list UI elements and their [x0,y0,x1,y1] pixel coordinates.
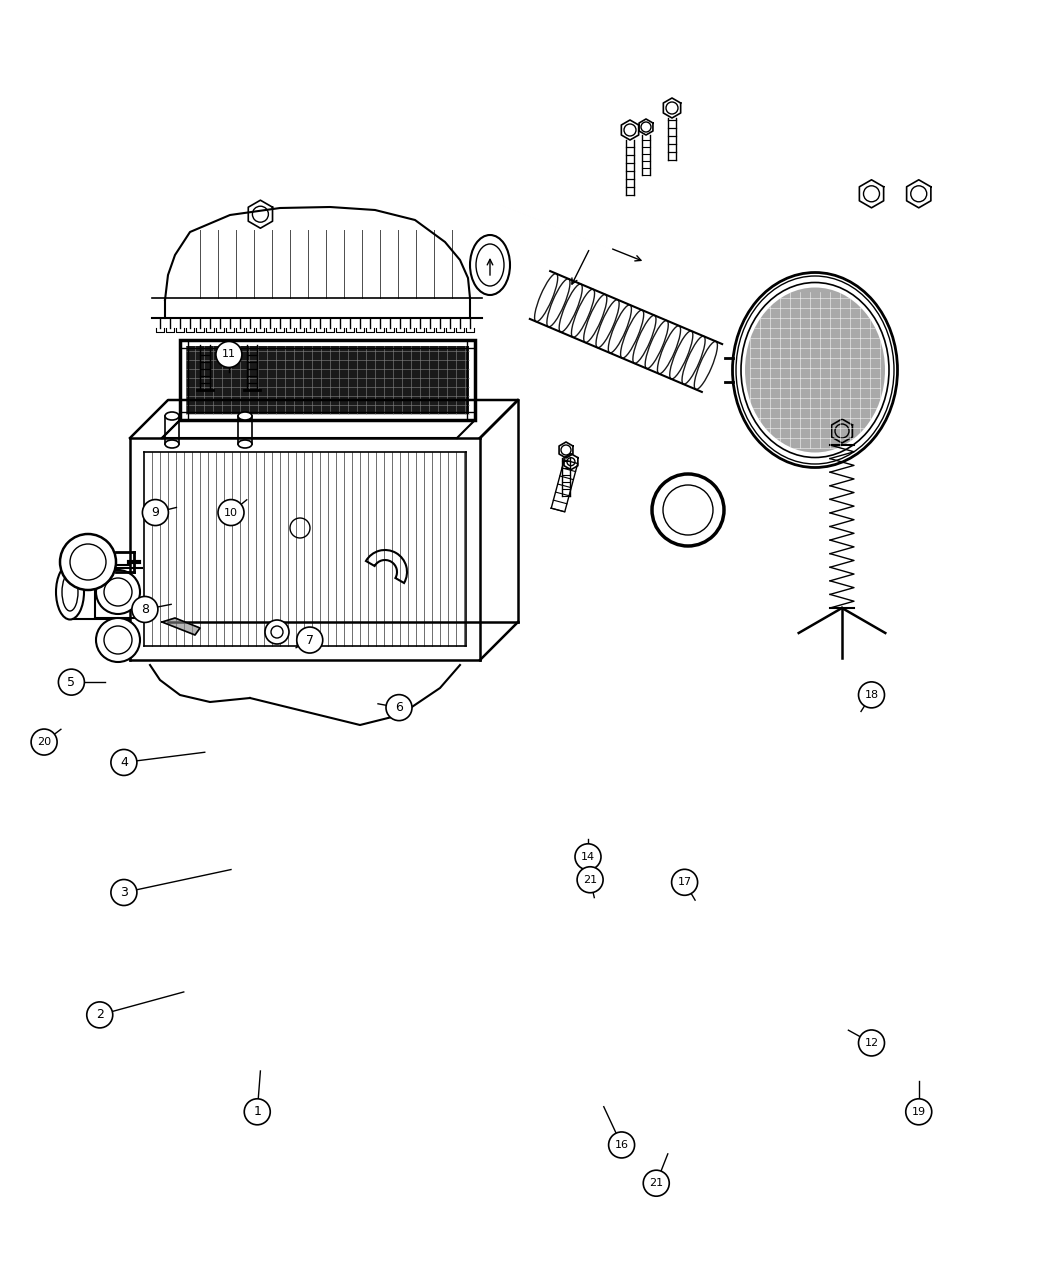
Circle shape [859,1030,884,1056]
Text: 6: 6 [395,701,403,714]
Circle shape [59,669,84,695]
Text: 18: 18 [864,690,879,700]
Circle shape [218,500,244,525]
Circle shape [906,1099,931,1125]
Bar [180,340,475,419]
Text: 10: 10 [224,507,238,518]
Circle shape [216,342,242,367]
Polygon shape [162,618,200,635]
Text: 4: 4 [120,756,128,769]
Circle shape [652,474,724,546]
Circle shape [265,620,289,644]
Circle shape [672,870,697,895]
Circle shape [60,534,116,590]
Text: 16: 16 [614,1140,629,1150]
Circle shape [578,867,603,892]
Circle shape [132,597,158,622]
Text: 1: 1 [253,1105,261,1118]
Circle shape [386,695,412,720]
Circle shape [143,500,168,525]
Circle shape [32,729,57,755]
Circle shape [96,618,140,662]
Circle shape [96,570,140,615]
Circle shape [644,1170,669,1196]
Circle shape [245,1099,270,1125]
Text: 21: 21 [583,875,597,885]
Circle shape [297,627,322,653]
Circle shape [111,750,136,775]
Text: 5: 5 [67,676,76,688]
Ellipse shape [733,273,898,468]
Ellipse shape [470,235,510,295]
Ellipse shape [238,412,252,419]
Ellipse shape [746,287,885,453]
Circle shape [111,880,136,905]
Text: 9: 9 [151,506,160,519]
Text: 11: 11 [222,349,236,360]
Text: 21: 21 [649,1178,664,1188]
Circle shape [859,682,884,708]
Circle shape [575,844,601,870]
Text: 2: 2 [96,1009,104,1021]
Ellipse shape [165,440,178,448]
Text: 3: 3 [120,886,128,899]
Text: 19: 19 [911,1107,926,1117]
Text: 20: 20 [37,737,51,747]
Bar [186,346,469,414]
Ellipse shape [56,565,84,620]
Text: 7: 7 [306,634,314,646]
Text: 8: 8 [141,603,149,616]
Circle shape [609,1132,634,1158]
Circle shape [87,1002,112,1028]
Text: 17: 17 [677,877,692,887]
Ellipse shape [165,412,178,419]
Text: 12: 12 [864,1038,879,1048]
Ellipse shape [238,440,252,448]
Text: 14: 14 [581,852,595,862]
